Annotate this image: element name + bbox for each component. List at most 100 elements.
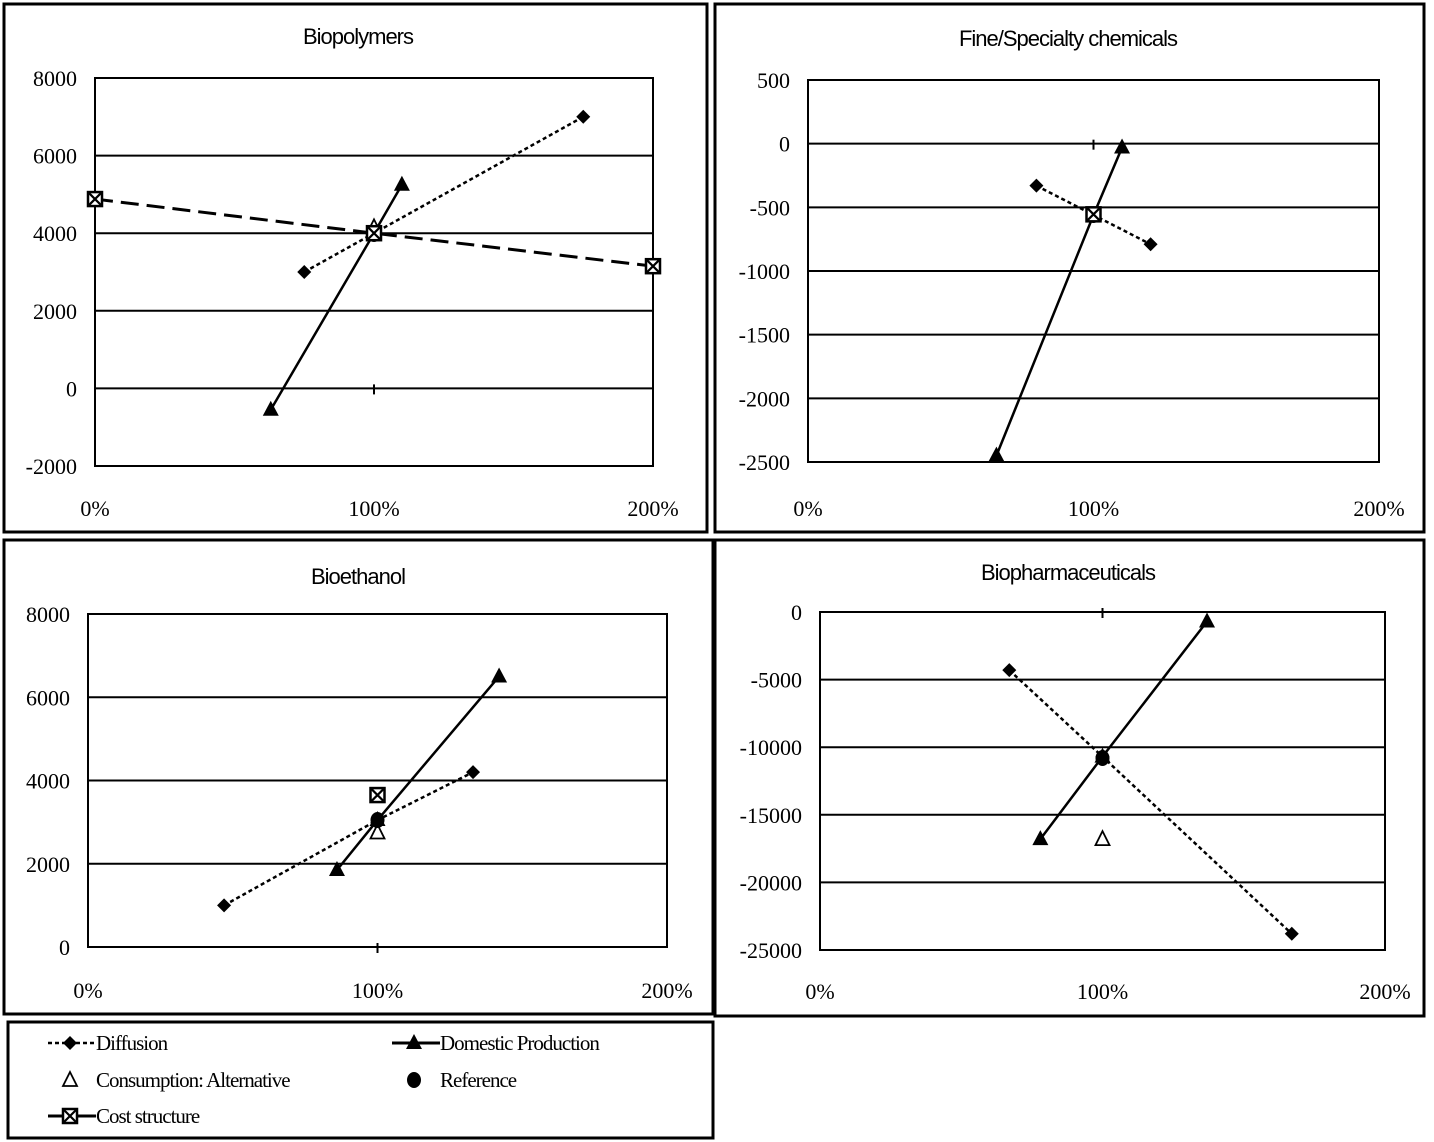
x-tick-label: 0%	[80, 496, 109, 521]
y-tick-label: -15000	[740, 803, 802, 828]
y-tick-label: 6000	[26, 685, 70, 710]
y-tick-label: 6000	[33, 144, 77, 169]
x-tick-label: 100%	[1077, 979, 1128, 1004]
legend-item-cost-structure: Cost structure	[48, 1104, 201, 1128]
series-cost-structure	[86, 190, 662, 275]
y-tick-label: -25000	[740, 938, 802, 963]
y-tick-label: -2500	[739, 450, 790, 475]
x-tick-label: 200%	[1353, 496, 1404, 521]
panel-frame	[713, 2, 1426, 534]
x-tick-label: 0%	[805, 979, 834, 1004]
chart-panel-4: Biopharmaceuticals 0 -5000 -10000 -15000 -200…	[713, 538, 1426, 1018]
legend-item-reference: Reference	[407, 1068, 518, 1092]
data-point	[1029, 178, 1044, 193]
chart-panel-2: Fine/Specialty chemicals 500 0 -500 -1000 -15…	[713, 2, 1426, 534]
series-reference	[370, 812, 385, 829]
y-tick-label: -500	[750, 195, 790, 220]
series-consumption-alternative	[369, 822, 386, 840]
y-tick-label: -2000	[26, 454, 77, 479]
series-consumption-alternative	[1094, 829, 1111, 847]
legend-marker	[63, 1036, 77, 1050]
data-point	[491, 667, 508, 683]
y-tick-label: 8000	[26, 602, 70, 627]
y-tick-label: 0	[59, 935, 70, 960]
y-tick-label: 500	[757, 68, 790, 93]
data-point	[1284, 926, 1299, 941]
y-tick-label: 0	[791, 600, 802, 625]
series-line	[94, 197, 654, 268]
chart-title: Fine/Specialty chemicals	[959, 26, 1178, 51]
data-point	[1094, 829, 1111, 847]
legend-marker	[406, 1034, 422, 1049]
data-point	[1032, 830, 1049, 846]
plot-area	[807, 79, 1380, 463]
y-tick-label: 8000	[33, 66, 77, 91]
data-point	[1199, 612, 1216, 628]
panel-frame	[2, 2, 709, 534]
y-tick-label: 4000	[26, 769, 70, 794]
legend-item-diffusion: Diffusion	[48, 1031, 170, 1055]
legend-item-consumption-alternative: Consumption: Alternative	[61, 1068, 291, 1092]
data-point	[1002, 663, 1017, 678]
chart-panel-1: Biopolymers 8000 6000 4000 2000 0 -20000% 100% 2…	[2, 2, 709, 534]
legend-label: Domestic Production	[440, 1031, 600, 1055]
panel-frame	[2, 538, 715, 1016]
data-point	[217, 898, 232, 913]
x-tick-label: 0%	[73, 978, 102, 1003]
legend-label: Diffusion	[96, 1031, 169, 1055]
legend-label: Cost structure	[96, 1104, 200, 1128]
x-tick-label: 200%	[641, 978, 692, 1003]
data-point	[644, 257, 662, 275]
data-point	[988, 446, 1005, 462]
y-tick-label: 0	[779, 132, 790, 157]
data-point	[1143, 237, 1158, 252]
data-point	[365, 224, 383, 242]
data-point	[1095, 750, 1110, 767]
series-cost-structure	[1085, 206, 1102, 223]
y-tick-label: -1500	[739, 323, 790, 348]
series-cost-structure	[369, 786, 386, 804]
y-tick-label: 4000	[33, 221, 77, 246]
legend-label: Consumption: Alternative	[96, 1068, 290, 1092]
legend-marker	[61, 1107, 79, 1125]
x-tick-label: 0%	[793, 496, 822, 521]
x-tick-label: 100%	[1068, 496, 1119, 521]
x-tick-label: 100%	[348, 496, 399, 521]
panel-frame	[713, 538, 1426, 1018]
y-tick-label: -20000	[740, 870, 802, 895]
chart-panel-3: Bioethanol 8000 6000 4000 2000 00% 100% 200%	[2, 538, 715, 1016]
y-tick-label: 0	[66, 376, 77, 401]
data-point	[369, 822, 386, 840]
y-tick-label: -5000	[751, 668, 802, 693]
x-tick-label: 100%	[352, 978, 403, 1003]
data-point	[393, 175, 410, 191]
data-point	[86, 190, 104, 208]
x-tick-label: 200%	[1359, 979, 1410, 1004]
data-point	[262, 400, 279, 416]
legend-item-domestic-production: Domestic Production	[392, 1031, 601, 1055]
data-point	[1085, 206, 1102, 223]
series-reference	[1095, 750, 1110, 767]
chart-title: Biopolymers	[303, 24, 414, 49]
legend-marker	[61, 1069, 79, 1087]
x-tick-label: 200%	[627, 496, 678, 521]
data-point	[576, 109, 591, 124]
data-point	[370, 812, 385, 829]
legend-label: Reference	[440, 1068, 517, 1092]
y-tick-label: -2000	[739, 386, 790, 411]
chart-title: Bioethanol	[311, 564, 405, 589]
data-point	[1114, 138, 1131, 154]
y-tick-label: -10000	[740, 735, 802, 760]
y-tick-label: 2000	[26, 852, 70, 877]
data-point	[328, 860, 345, 876]
legend: Diffusion Domestic Production Consumption:…	[6, 1020, 715, 1140]
data-point	[297, 265, 312, 279]
data-point	[466, 765, 481, 780]
y-tick-label: -1000	[739, 259, 790, 284]
legend-marker	[407, 1072, 421, 1088]
y-tick-label: 2000	[33, 299, 77, 324]
legend-frame	[6, 1020, 715, 1140]
chart-title: Biopharmaceuticals	[981, 560, 1156, 585]
data-point	[369, 786, 386, 804]
